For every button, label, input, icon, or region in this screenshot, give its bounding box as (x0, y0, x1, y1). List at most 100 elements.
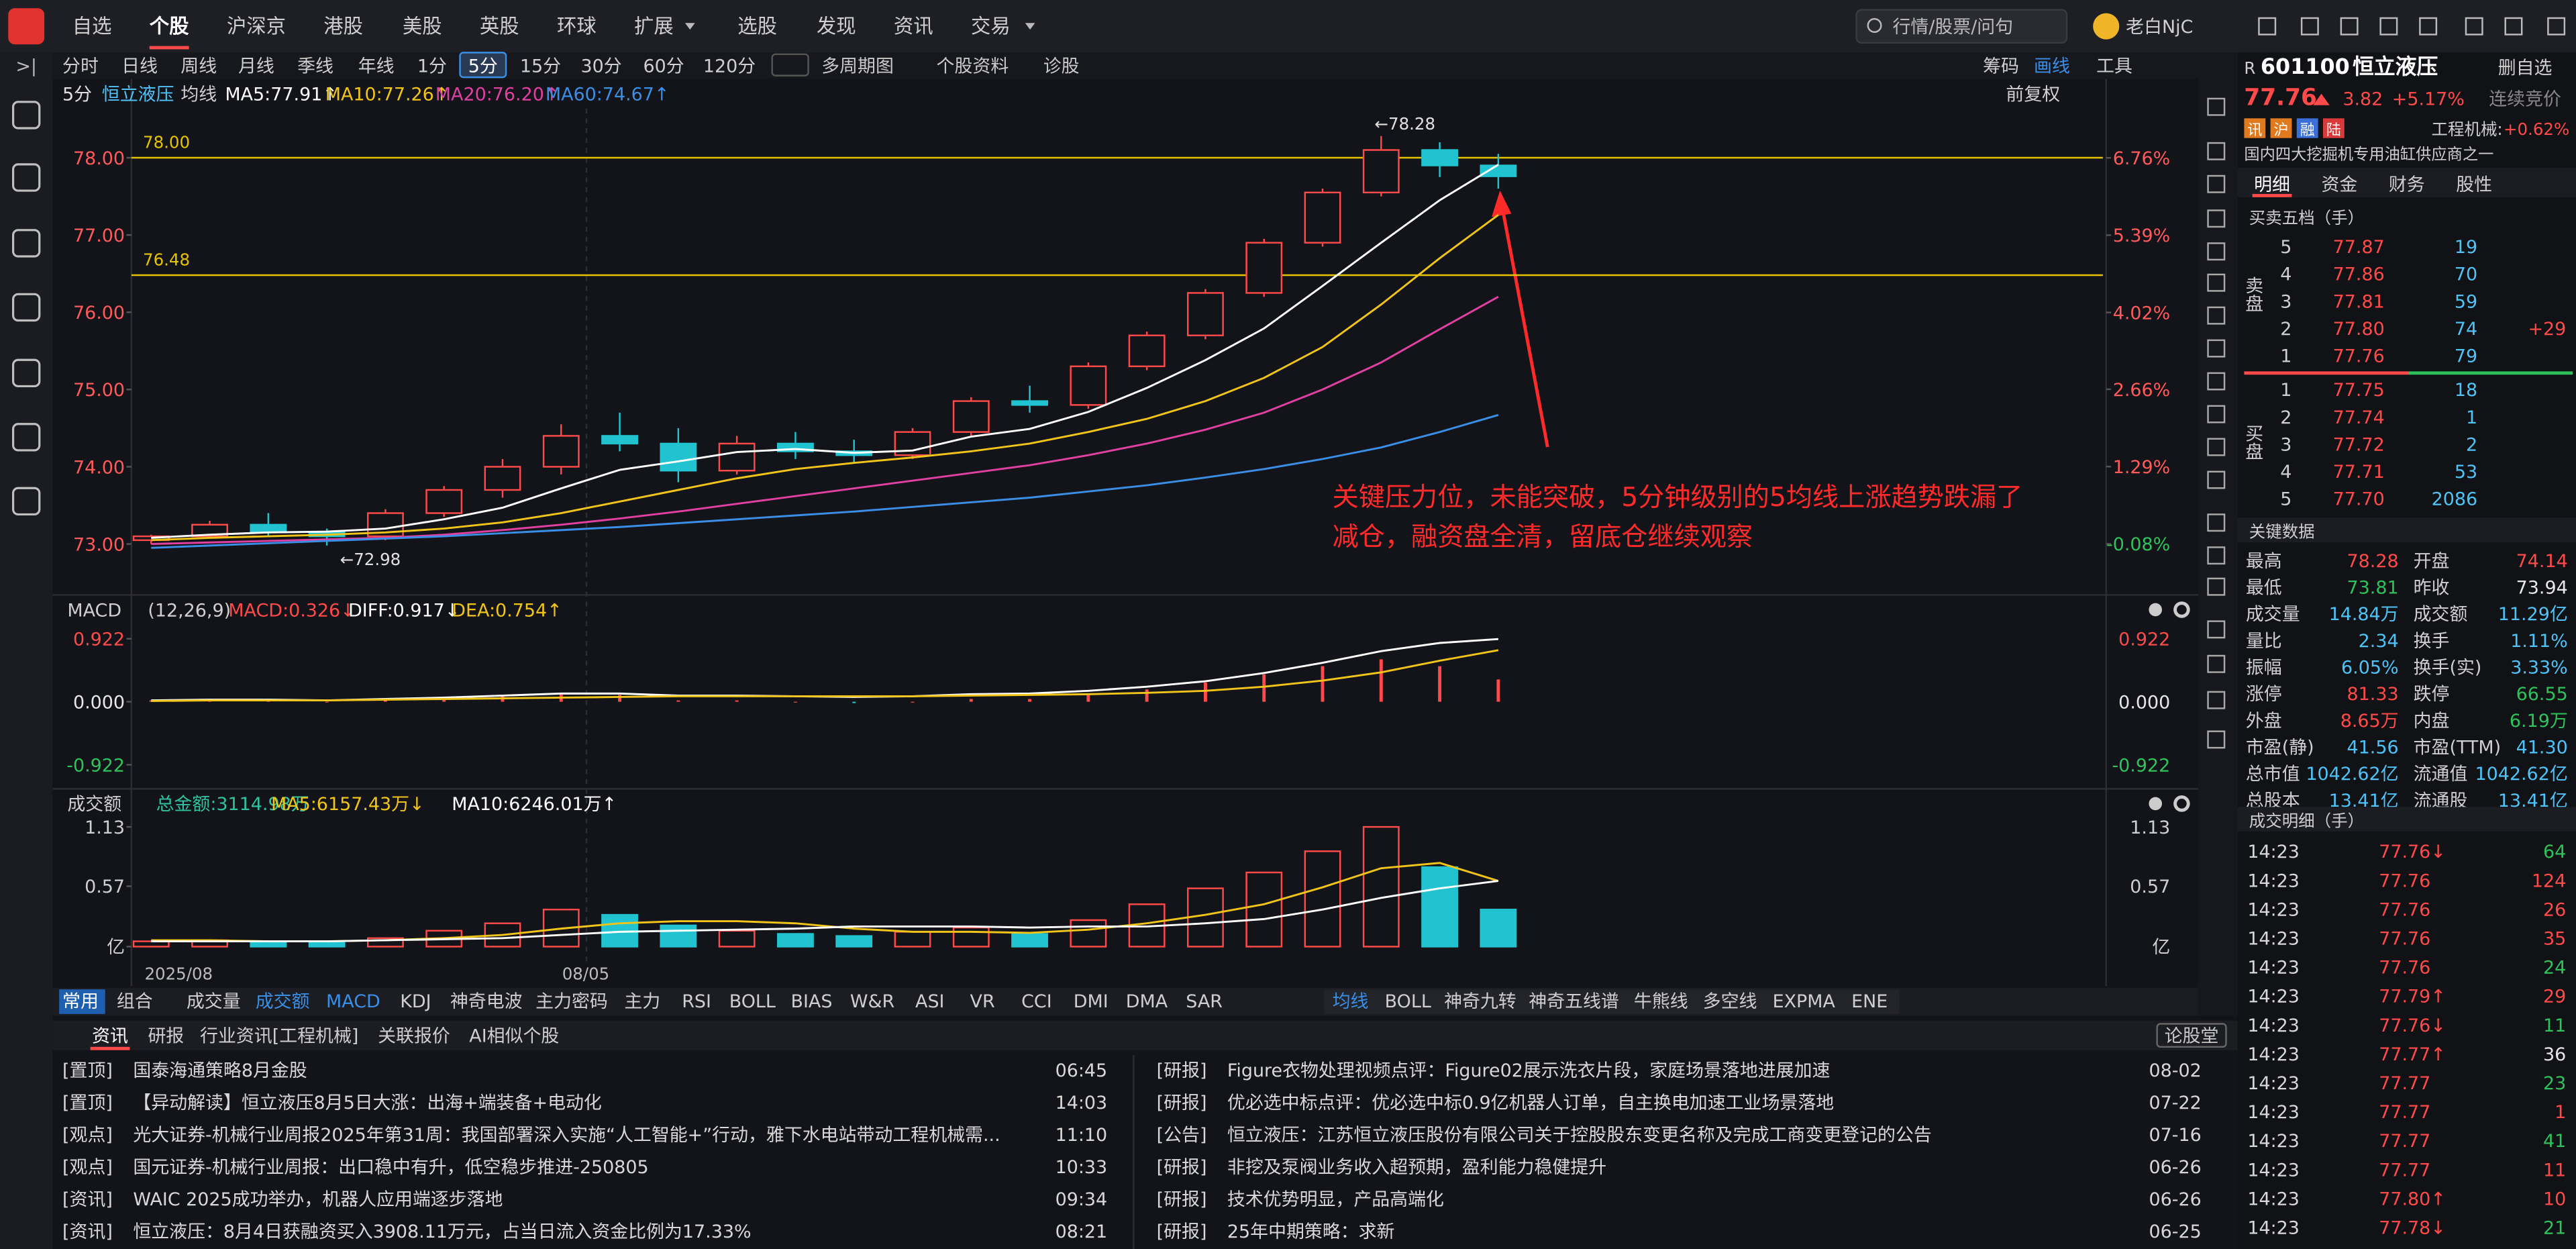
tool-icon[interactable] (2207, 372, 2226, 391)
nav-tab[interactable]: 个股 (150, 15, 189, 38)
tool-icon[interactable] (2207, 209, 2226, 228)
news-title[interactable]: 国元证券-机械行业周报：出口稳中有升，低空稳步推进-250805 (133, 1157, 648, 1178)
indicator-tab[interactable]: 成交量 (187, 991, 241, 1012)
sidebar-icon[interactable] (11, 358, 41, 388)
tool-icon[interactable] (2207, 546, 2226, 565)
panel-tab[interactable]: 股性 (2456, 174, 2492, 195)
period-button[interactable]: 30分 (581, 56, 622, 77)
overlay-tab[interactable]: ENE (1851, 991, 1888, 1012)
tool-icon[interactable] (2207, 577, 2226, 596)
pane-settings[interactable] (2173, 795, 2190, 812)
indicator-tab[interactable]: 主力 (624, 991, 660, 1012)
indicator-tab[interactable]: 常用 (62, 991, 99, 1012)
news-title[interactable]: 国泰海通策略8月金股 (133, 1060, 307, 1081)
tool-icon[interactable] (2207, 339, 2226, 358)
indicator-tab[interactable]: DMA (1126, 991, 1168, 1012)
period-button[interactable]: 60分 (643, 56, 684, 77)
toolbar-button[interactable]: 多周期图 (821, 56, 894, 77)
forum-button-label[interactable]: 论股堂 (2165, 1026, 2219, 1046)
indicator-tab[interactable]: 组合 (117, 991, 153, 1012)
news-title[interactable]: WAIC 2025成功举办，机器人应用端逐步落地 (133, 1189, 503, 1210)
tool-icon[interactable] (2207, 142, 2226, 160)
tool-icon[interactable] (2207, 438, 2226, 456)
pane-settings[interactable] (2173, 601, 2190, 618)
app-logo[interactable] (8, 8, 45, 45)
window-icon[interactable] (2300, 17, 2319, 36)
toolbar-button[interactable]: 工具 (2096, 56, 2132, 77)
period-button[interactable]: 季线 (297, 56, 333, 77)
tool-icon[interactable] (2207, 691, 2226, 709)
overlay-tab[interactable]: EXPMA (1773, 991, 1836, 1012)
window-icon[interactable] (2465, 17, 2483, 36)
news-title[interactable]: 光大证券-机械行业周报2025年第31周：我国部署深入实施“人工智能+”行动，雅… (133, 1125, 1000, 1146)
indicator-tab[interactable]: RSI (682, 991, 711, 1012)
period-button[interactable]: 分时 (62, 56, 99, 77)
panel-tab[interactable]: 明细 (2254, 174, 2290, 195)
period-button[interactable]: 120分 (703, 56, 756, 77)
news-title[interactable]: 优必选中标点评：优必选中标0.9亿机器人订单，自主换电加速工业场景落地 (1227, 1093, 1834, 1113)
news-tab[interactable]: 关联报价 (378, 1026, 450, 1046)
overlay-tab[interactable]: BOLL (1385, 991, 1431, 1012)
tool-icon[interactable] (2207, 242, 2226, 261)
period-button[interactable]: 5分 (468, 56, 498, 77)
indicator-tab[interactable]: 神奇电波 (450, 991, 523, 1012)
window-icon[interactable] (2258, 17, 2277, 36)
adjust-mode[interactable]: 前复权 (2006, 84, 2060, 105)
nav-tab[interactable]: 资讯 (894, 15, 933, 38)
overlay-tab[interactable]: 神奇五线谱 (1529, 991, 1619, 1012)
toolbar-button[interactable]: 个股资料 (937, 56, 1009, 77)
window-icon[interactable] (2547, 17, 2566, 36)
news-title[interactable]: 恒立液压：8月4日获融资买入3908.11万元，占当日流入资金比例为17.33% (133, 1221, 751, 1242)
overlay-tab[interactable]: 神奇九转 (1444, 991, 1516, 1012)
nav-tab[interactable]: 发现 (817, 15, 856, 38)
news-title[interactable]: 技术优势明显，产品高端化 (1227, 1189, 1444, 1210)
tool-icon[interactable] (2207, 620, 2226, 639)
sidebar-icon[interactable] (11, 101, 41, 130)
window-icon[interactable] (2419, 17, 2438, 36)
news-title[interactable]: Figure衣物处理视频点评：Figure02展示洗衣片段，家庭场景落地进展加速 (1227, 1060, 1831, 1081)
window-icon[interactable] (2340, 17, 2359, 36)
indicator-tab[interactable]: CCI (1021, 991, 1052, 1012)
nav-tab[interactable]: 美股 (403, 15, 442, 38)
nav-tab[interactable]: 选股 (737, 15, 777, 38)
nav-tab[interactable]: 环球 (557, 15, 597, 38)
nav-tab[interactable]: 交易 (971, 15, 1011, 38)
indicator-tab[interactable]: KDJ (400, 991, 431, 1012)
period-button[interactable]: 1分 (417, 56, 447, 77)
close-pane[interactable] (2149, 797, 2163, 811)
indicator-tab[interactable]: 主力密码 (535, 991, 608, 1012)
period-button[interactable]: 日线 (121, 56, 158, 77)
search-placeholder[interactable]: 行情/股票/问句 (1892, 17, 2013, 38)
indicator-tab[interactable]: SAR (1186, 991, 1223, 1012)
sidebar-icon[interactable] (11, 293, 41, 322)
nav-tab[interactable]: 扩展 (634, 15, 674, 38)
period-button[interactable]: 月线 (238, 56, 274, 77)
panel-tab[interactable]: 资金 (2322, 174, 2358, 195)
indicator-tab[interactable]: VR (970, 991, 995, 1012)
tool-icon[interactable] (2207, 174, 2226, 193)
nav-tab[interactable]: 自选 (72, 15, 112, 38)
indicator-tab[interactable]: 成交额 (256, 991, 310, 1012)
watchlist-button[interactable]: 删自选 (2498, 58, 2553, 79)
user-name[interactable]: 老白NjC (2126, 17, 2193, 38)
indicator-tab[interactable]: BIAS (791, 991, 833, 1012)
news-title[interactable]: 恒立液压：江苏恒立液压股份有限公司关于控股股东变更名称及完成工商变更登记的公告 (1227, 1125, 1932, 1146)
period-button[interactable]: 周线 (181, 56, 217, 77)
sidebar-icon[interactable] (11, 487, 41, 516)
overlay-tab[interactable]: 牛熊线 (1634, 991, 1688, 1012)
tool-icon[interactable] (2207, 306, 2226, 325)
panel-tab[interactable]: 财务 (2389, 174, 2425, 195)
period-button[interactable]: 15分 (520, 56, 561, 77)
window-icon[interactable] (2504, 17, 2523, 36)
toolbar-button[interactable]: 诊股 (1043, 56, 1080, 77)
indicator-tab[interactable]: DMI (1074, 991, 1109, 1012)
toolbar-button[interactable]: 画线 (2034, 56, 2070, 77)
news-tab[interactable]: 资讯 (92, 1026, 128, 1046)
tool-icon[interactable] (2207, 97, 2226, 116)
window-icon[interactable] (2379, 17, 2398, 36)
nav-tab[interactable]: 沪深京 (227, 15, 286, 38)
tool-icon[interactable] (2207, 654, 2226, 673)
toolbar-button[interactable]: 筹码 (1983, 56, 2019, 77)
news-title[interactable]: 【异动解读】恒立液压8月5日大涨：出海+端装备+电动化 (133, 1093, 602, 1113)
tool-icon[interactable] (2207, 730, 2226, 749)
